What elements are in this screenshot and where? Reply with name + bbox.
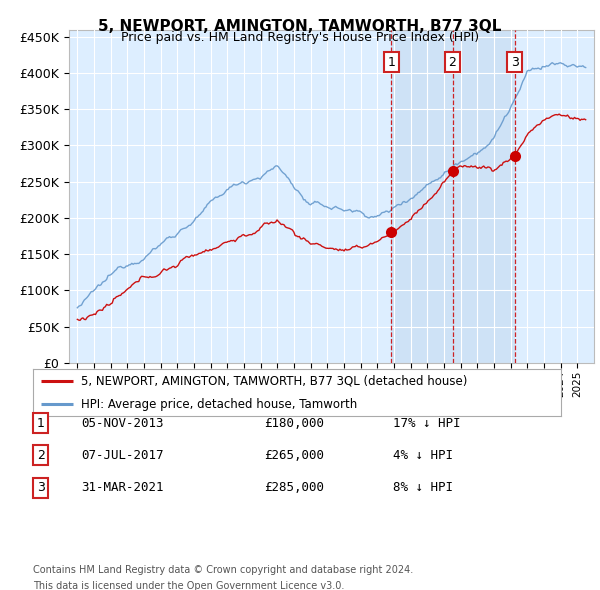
Text: This data is licensed under the Open Government Licence v3.0.: This data is licensed under the Open Gov…	[33, 581, 344, 590]
Text: HPI: Average price, detached house, Tamworth: HPI: Average price, detached house, Tamw…	[80, 398, 357, 411]
Text: £285,000: £285,000	[264, 481, 324, 494]
Text: 1: 1	[388, 55, 395, 68]
Text: 5, NEWPORT, AMINGTON, TAMWORTH, B77 3QL: 5, NEWPORT, AMINGTON, TAMWORTH, B77 3QL	[98, 19, 502, 34]
Text: 3: 3	[511, 55, 518, 68]
Text: 1: 1	[37, 417, 45, 430]
Text: 17% ↓ HPI: 17% ↓ HPI	[393, 417, 461, 430]
Text: 2: 2	[449, 55, 457, 68]
Text: 4% ↓ HPI: 4% ↓ HPI	[393, 449, 453, 462]
Text: Contains HM Land Registry data © Crown copyright and database right 2024.: Contains HM Land Registry data © Crown c…	[33, 565, 413, 575]
Text: 31-MAR-2021: 31-MAR-2021	[81, 481, 163, 494]
Text: 2: 2	[37, 449, 45, 462]
Text: 5, NEWPORT, AMINGTON, TAMWORTH, B77 3QL (detached house): 5, NEWPORT, AMINGTON, TAMWORTH, B77 3QL …	[80, 375, 467, 388]
Text: 07-JUL-2017: 07-JUL-2017	[81, 449, 163, 462]
Text: £265,000: £265,000	[264, 449, 324, 462]
Bar	[391, 30, 515, 363]
Text: Price paid vs. HM Land Registry's House Price Index (HPI): Price paid vs. HM Land Registry's House …	[121, 31, 479, 44]
Text: 8% ↓ HPI: 8% ↓ HPI	[393, 481, 453, 494]
Text: 05-NOV-2013: 05-NOV-2013	[81, 417, 163, 430]
Text: £180,000: £180,000	[264, 417, 324, 430]
Text: 3: 3	[37, 481, 45, 494]
